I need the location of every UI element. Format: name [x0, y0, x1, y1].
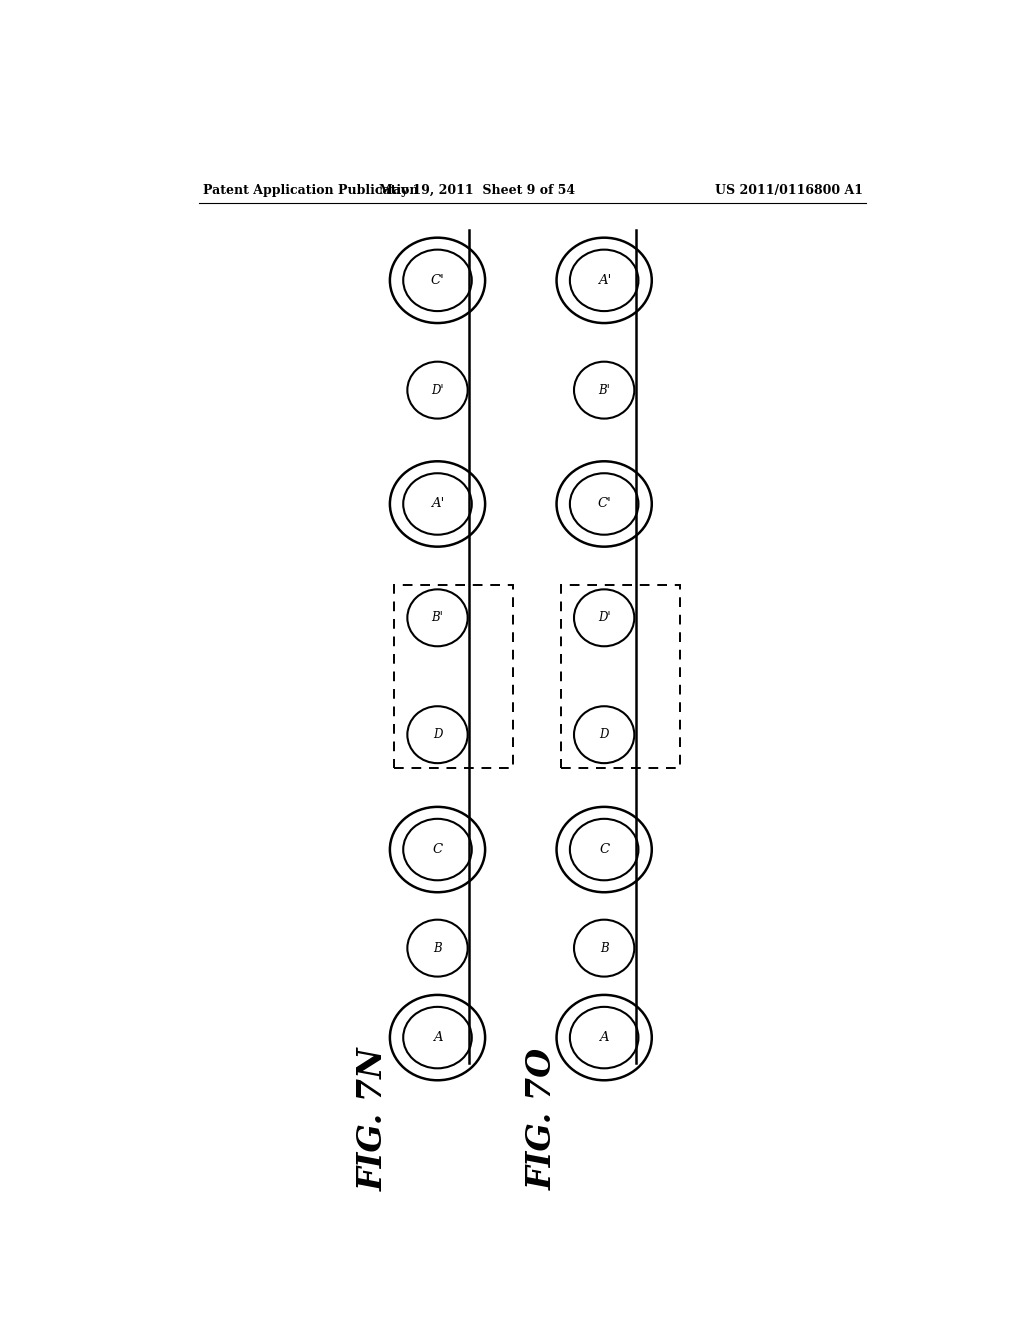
Text: B': B' — [598, 384, 610, 396]
Text: A': A' — [598, 273, 610, 286]
Text: C: C — [599, 843, 609, 857]
Text: C: C — [432, 843, 442, 857]
Bar — [560, 585, 680, 768]
Bar — [394, 585, 513, 768]
Text: C': C' — [431, 273, 444, 286]
Text: A: A — [433, 1031, 442, 1044]
Text: May 19, 2011  Sheet 9 of 54: May 19, 2011 Sheet 9 of 54 — [379, 185, 575, 198]
Text: C': C' — [597, 498, 611, 511]
Text: FIG. 7N: FIG. 7N — [357, 1047, 390, 1191]
Text: D': D' — [598, 611, 610, 624]
Text: D': D' — [431, 384, 443, 396]
Text: B: B — [433, 941, 441, 954]
Text: Patent Application Publication: Patent Application Publication — [204, 185, 419, 198]
Text: FIG. 7O: FIG. 7O — [526, 1048, 559, 1191]
Text: D: D — [599, 729, 609, 742]
Text: A': A' — [431, 498, 444, 511]
Text: A: A — [599, 1031, 609, 1044]
Text: US 2011/0116800 A1: US 2011/0116800 A1 — [715, 185, 863, 198]
Text: D: D — [433, 729, 442, 742]
Text: B: B — [600, 941, 608, 954]
Text: B': B' — [431, 611, 443, 624]
